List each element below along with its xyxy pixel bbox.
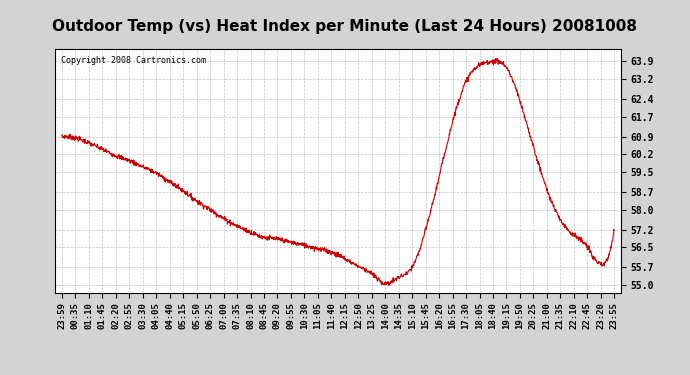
Text: Copyright 2008 Cartronics.com: Copyright 2008 Cartronics.com — [61, 56, 206, 65]
Text: Outdoor Temp (vs) Heat Index per Minute (Last 24 Hours) 20081008: Outdoor Temp (vs) Heat Index per Minute … — [52, 19, 638, 34]
